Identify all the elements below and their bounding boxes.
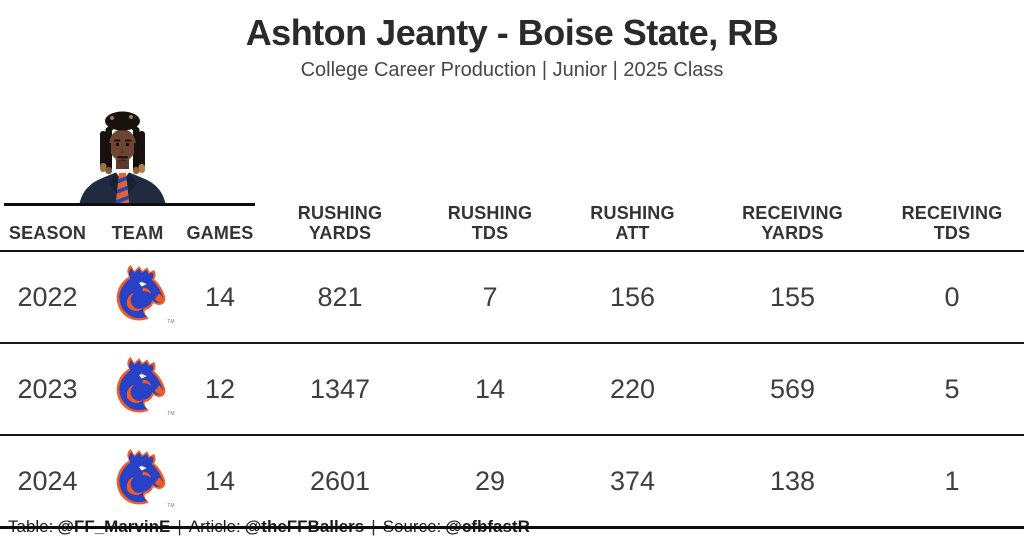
logo-trademark-text: TM xyxy=(167,410,175,417)
cell-receiving-yards: 569 xyxy=(705,342,880,435)
cell-receiving-yards: 155 xyxy=(769,281,816,312)
boise-state-bronco-logo-icon xyxy=(105,263,171,325)
team-logo-wrap: TM xyxy=(105,355,175,417)
cell-team: TM xyxy=(95,342,180,435)
cell-team: TM xyxy=(95,251,180,343)
cell-rushing-yards: 1347 xyxy=(260,342,420,435)
column-header-receiving-yards: RECEIVING YARDS xyxy=(705,188,880,252)
cell-season: 2023 xyxy=(0,342,95,435)
team-logo-wrap: TM xyxy=(105,447,175,509)
cell-games: 14 xyxy=(180,434,260,529)
table-row: 2022 TM 14 821 7 156 155 0 xyxy=(0,251,1024,343)
column-header-season: SEASON xyxy=(0,188,95,252)
boise-state-bronco-logo-icon xyxy=(105,447,171,509)
cell-rushing-tds: 29 xyxy=(420,434,560,529)
cell-receiving-yards: 138 xyxy=(705,434,880,529)
column-header-rushing-tds: RUSHING TDS xyxy=(420,188,560,252)
career-stats-table: SEASON TEAM GAMES RUSHING YARDS RUSHING TD… xyxy=(0,188,1024,529)
table-row: 2024 TM 14 2601 29 374 138 1 xyxy=(0,434,1024,529)
cell-rushing-att: 374 xyxy=(560,434,705,529)
column-header-receiving-tds: RECEIVING TDS xyxy=(880,188,1024,252)
cell-games: 12 xyxy=(180,342,260,435)
header-left-divider xyxy=(4,203,255,206)
cell-receiving-tds: 5 xyxy=(880,342,1024,435)
team-logo-wrap: TM xyxy=(105,263,175,325)
cell-games: 14 xyxy=(204,281,236,312)
column-header-rushing-att: RUSHING ATT xyxy=(560,188,705,252)
column-header-rushing-yards: RUSHING YARDS xyxy=(260,188,420,252)
cell-rushing-att: 220 xyxy=(560,342,705,435)
cell-team: TM xyxy=(95,434,180,529)
cell-season: 2024 xyxy=(0,434,95,529)
column-header-games: GAMES xyxy=(180,188,260,252)
cell-rushing-att: 156 xyxy=(609,281,656,312)
cell-rushing-yards: 2601 xyxy=(260,434,420,529)
table-row: 2023 TM 12 1347 14 220 569 5 xyxy=(0,342,1024,435)
column-header-team: TEAM xyxy=(95,188,180,252)
cell-rushing-tds: 7 xyxy=(482,281,498,312)
cell-season: 2022 xyxy=(17,281,78,312)
logo-trademark-text: TM xyxy=(167,318,175,325)
logo-trademark-text: TM xyxy=(167,502,175,509)
cell-receiving-tds: 1 xyxy=(880,434,1024,529)
cell-rushing-yards: 821 xyxy=(317,281,363,312)
cell-rushing-tds: 14 xyxy=(420,342,560,435)
header-row: SEASON TEAM GAMES RUSHING YARDS RUSHING TD… xyxy=(0,188,1024,252)
page-subtitle: College Career Production | Junior | 202… xyxy=(300,59,724,81)
boise-state-bronco-logo-icon xyxy=(105,355,171,417)
page-title: Ashton Jeanty - Boise State, RB xyxy=(245,12,779,53)
cell-receiving-tds: 0 xyxy=(944,281,960,312)
